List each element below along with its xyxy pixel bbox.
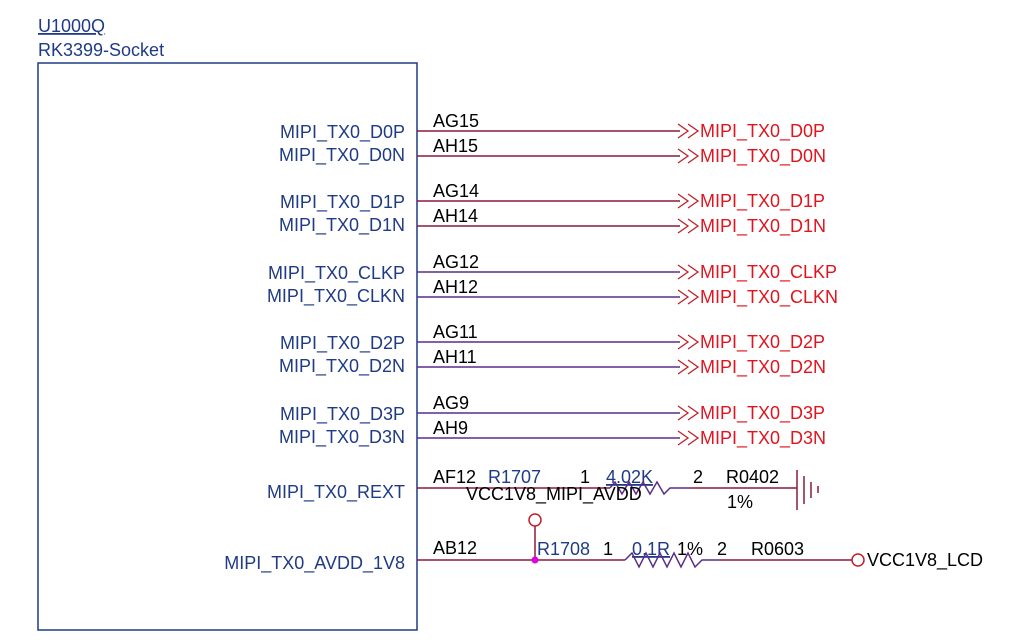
pin-row: MIPI_TX0_D0P AG15 MIPI_TX0_D0P (280, 111, 825, 143)
net-label: MIPI_TX0_D1N (700, 216, 826, 237)
net-label: MIPI_TX0_D1P (700, 191, 825, 212)
off-page-arrow-icon (677, 430, 690, 446)
r1707-pin1: 1 (580, 467, 590, 487)
pin-name-rext: MIPI_TX0_REXT (267, 482, 405, 503)
net-label: MIPI_TX0_D3P (700, 403, 825, 424)
pin-row: MIPI_TX0_D3N AH9 MIPI_TX0_D3N (279, 418, 826, 449)
off-page-arrow-icon (687, 148, 700, 164)
off-page-arrow-icon (687, 218, 700, 234)
lcd-net-label: VCC1V8_LCD (867, 550, 983, 571)
pin-row: MIPI_TX0_D2P AG11 MIPI_TX0_D2P (280, 322, 825, 354)
off-page-arrow-icon (677, 148, 690, 164)
net-label: MIPI_TX0_D0N (700, 146, 826, 167)
pin-row: MIPI_TX0_D0N AH15 MIPI_TX0_D0N (279, 136, 826, 167)
net-label: MIPI_TX0_D0P (700, 121, 825, 142)
pin-name: MIPI_TX0_CLKN (267, 286, 405, 307)
r1708-value: 0.1R (632, 539, 670, 559)
component-part-name: RK3399-Socket (38, 40, 164, 60)
ball-number: AH14 (433, 206, 478, 226)
pin-row: MIPI_TX0_D3P AG9 MIPI_TX0_D3P (280, 393, 825, 425)
pin-name: MIPI_TX0_D2P (280, 333, 405, 354)
pin-name: MIPI_TX0_D3P (280, 404, 405, 425)
r1708-package: R0603 (751, 539, 804, 559)
power-port-lcd-icon (851, 553, 865, 567)
off-page-arrow-icon (687, 405, 700, 421)
net-label: MIPI_TX0_D2P (700, 332, 825, 353)
pin-row: MIPI_TX0_D2N AH11 MIPI_TX0_D2N (279, 347, 826, 378)
r1707-tolerance: 1% (727, 492, 753, 512)
r1707-package: R0402 (726, 467, 779, 487)
pin-row: MIPI_TX0_CLKP AG12 MIPI_TX0_CLKP (268, 252, 837, 284)
pin-name: MIPI_TX0_D3N (279, 427, 405, 448)
r1708-pin1: 1 (603, 539, 613, 559)
r1708-symbol (624, 551, 720, 569)
ball-number: AG15 (433, 111, 479, 131)
off-page-arrow-icon (677, 264, 690, 280)
off-page-arrow-icon (687, 123, 700, 139)
off-page-arrow-icon (677, 218, 690, 234)
off-page-arrow-icon (677, 334, 690, 350)
off-page-arrow-icon (687, 264, 700, 280)
r1707-pin2: 2 (693, 467, 703, 487)
off-page-arrow-icon (677, 193, 690, 209)
off-page-arrow-icon (677, 289, 690, 305)
avdd-net-label: VCC1V8_MIPI_AVDD (466, 484, 642, 505)
power-port-icon (528, 513, 542, 527)
r1708-tolerance: 1% (677, 539, 703, 559)
avdd-circuit: MIPI_TX0_AVDD_1V8 AB12 R1708 1 0.1R 1% 2… (224, 513, 983, 574)
off-page-arrow-icon (677, 359, 690, 375)
junction-dot-icon (531, 556, 539, 564)
pin-name-avdd: MIPI_TX0_AVDD_1V8 (224, 553, 405, 574)
pin-name: MIPI_TX0_D0P (280, 122, 405, 143)
net-label: MIPI_TX0_D3N (700, 428, 826, 449)
net-label: MIPI_TX0_D2N (700, 357, 826, 378)
r1707-value: 4.02K (606, 467, 653, 487)
ball-number: AG14 (433, 181, 479, 201)
r1707-designator: R1707 (488, 467, 541, 487)
pin-name: MIPI_TX0_D1P (280, 192, 405, 213)
ball-number: AH11 (433, 347, 477, 367)
off-page-arrow-icon (687, 430, 700, 446)
net-label: MIPI_TX0_CLKP (700, 262, 837, 283)
off-page-arrow-icon (687, 334, 700, 350)
ball-rext: AF12 (433, 467, 476, 487)
r1708-designator: R1708 (537, 539, 590, 559)
ball-number: AH12 (433, 277, 478, 297)
ball-number: AG11 (433, 322, 478, 342)
pin-row: MIPI_TX0_CLKN AH12 MIPI_TX0_CLKN (267, 277, 838, 308)
pin-name: MIPI_TX0_D0N (279, 145, 405, 166)
off-page-arrow-icon (687, 193, 700, 209)
off-page-arrow-icon (677, 405, 690, 421)
pin-name: MIPI_TX0_D1N (279, 215, 405, 236)
pin-name: MIPI_TX0_D2N (279, 356, 405, 377)
off-page-arrow-icon (687, 359, 700, 375)
off-page-arrow-icon (687, 289, 700, 305)
component-designator: U1000Q (38, 16, 105, 36)
pin-row: MIPI_TX0_D1P AG14 MIPI_TX0_D1P (280, 181, 825, 213)
net-label: MIPI_TX0_CLKN (700, 287, 838, 308)
ball-number: AH9 (433, 418, 468, 438)
off-page-arrow-icon (677, 123, 690, 139)
rext-circuit: MIPI_TX0_REXT AF12 R1707 1 4.02K 2 R0402… (267, 467, 819, 512)
ball-avdd: AB12 (433, 538, 477, 558)
r1708-pin2: 2 (717, 539, 727, 559)
ball-number: AG12 (433, 252, 479, 272)
pin-name: MIPI_TX0_CLKP (268, 263, 405, 284)
pin-row: MIPI_TX0_D1N AH14 MIPI_TX0_D1N (279, 206, 826, 237)
component-body (37, 62, 418, 631)
ball-number: AH15 (433, 136, 478, 156)
ball-number: AG9 (433, 393, 469, 413)
r1707-symbol (609, 480, 690, 496)
